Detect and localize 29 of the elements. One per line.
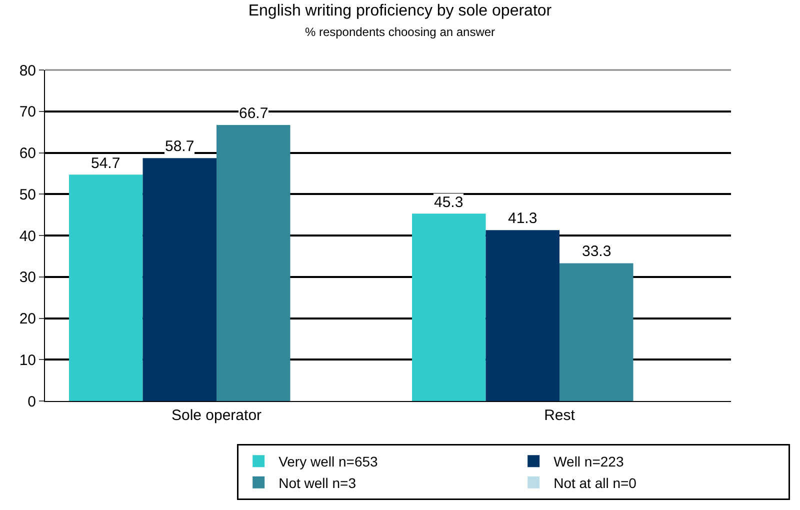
legend-label: Very well n=653 bbox=[278, 454, 378, 470]
y-tick-label: 50 bbox=[19, 186, 36, 204]
x-tick-label: Sole operator bbox=[171, 407, 262, 424]
bar bbox=[216, 125, 290, 401]
chart-title: English writing proficiency by sole operator bbox=[248, 2, 552, 20]
y-tick-label: 20 bbox=[19, 310, 36, 328]
data-label: 41.3 bbox=[508, 210, 538, 227]
data-label: 58.7 bbox=[165, 138, 194, 155]
y-tick-label: 30 bbox=[19, 269, 36, 286]
chart-subtitle: % respondents choosing an answer bbox=[304, 25, 496, 40]
bar bbox=[486, 230, 560, 401]
legend-label: Not well n=3 bbox=[278, 474, 356, 491]
y-tick-label: 10 bbox=[19, 352, 36, 369]
data-label: 66.7 bbox=[239, 105, 268, 122]
y-tick-label: 0 bbox=[28, 393, 36, 410]
bar bbox=[142, 158, 216, 401]
y-tick-label: 80 bbox=[19, 62, 36, 80]
data-label: 45.3 bbox=[434, 194, 464, 211]
data-label: 33.3 bbox=[582, 243, 612, 260]
y-tick-label: 70 bbox=[19, 104, 36, 121]
bar bbox=[69, 174, 143, 401]
y-tick-label: 60 bbox=[19, 145, 36, 162]
data-label: 54.7 bbox=[91, 155, 120, 172]
legend-label: Not at all n=0 bbox=[554, 474, 637, 491]
legend-label: Well n=223 bbox=[554, 454, 624, 470]
x-tick-label: Rest bbox=[544, 407, 576, 424]
bar bbox=[412, 214, 486, 401]
y-tick-label: 40 bbox=[19, 228, 36, 245]
bar bbox=[560, 263, 634, 401]
